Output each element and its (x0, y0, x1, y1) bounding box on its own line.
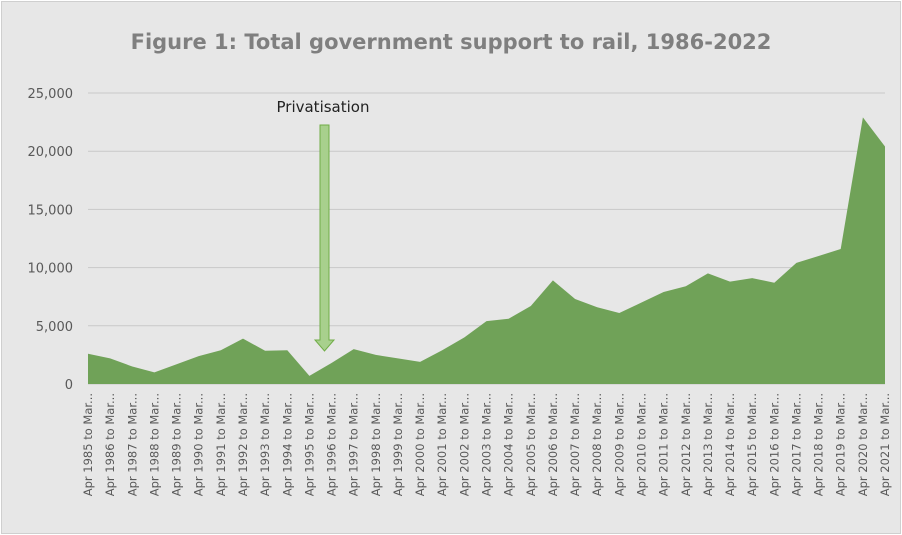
x-axis: Apr 1985 to Mar... Apr 1986 to Mar... Apr … (81, 393, 892, 496)
x-tick-label: Apr 2011 to Mar... (657, 393, 671, 496)
x-tick-label: Apr 2012 to Mar... (679, 393, 693, 496)
y-tick-label: 0 (65, 378, 73, 393)
x-tick-label: Apr 1992 to Mar... (236, 393, 250, 496)
x-tick-label: Apr 2017 to Mar... (789, 393, 803, 496)
x-tick-label: Apr 1991 to Mar... (214, 393, 228, 496)
x-tick-label: Apr 2013 to Mar... (701, 393, 715, 496)
x-tick-label: Apr 2002 to Mar... (457, 393, 471, 496)
y-tick-label: 25,000 (28, 87, 74, 102)
x-tick-label: Apr 2003 to Mar... (480, 393, 494, 496)
x-tick-label: Apr 2009 to Mar... (612, 393, 626, 496)
x-tick-label: Apr 1998 to Mar... (369, 393, 383, 496)
x-tick-label: Apr 1985 to Mar... (81, 393, 95, 496)
x-tick-label: Apr 2020 to Mar... (856, 393, 870, 496)
area-series (88, 117, 885, 385)
x-tick-label: Apr 2015 to Mar... (745, 393, 759, 496)
y-axis: 0 5,000 10,000 15,000 20,000 25,000 (28, 87, 74, 393)
y-tick-label: 10,000 (28, 262, 74, 277)
y-tick-label: 20,000 (28, 145, 74, 160)
x-tick-label: Apr 1993 to Mar... (258, 393, 272, 496)
x-tick-label: Apr 1988 to Mar... (147, 393, 161, 496)
x-tick-label: Apr 2021 to Mar... (878, 393, 892, 496)
x-tick-label: Apr 1987 to Mar... (125, 393, 139, 496)
x-tick-label: Apr 1989 to Mar... (170, 393, 184, 496)
x-tick-label: Apr 2007 to Mar... (568, 393, 582, 496)
x-tick-label: Apr 2019 to Mar... (834, 393, 848, 496)
privatisation-annotation: Privatisation (277, 98, 370, 352)
x-tick-label: Apr 2000 to Mar... (413, 393, 427, 496)
x-tick-label: Apr 2001 to Mar... (435, 393, 449, 496)
y-tick-label: 15,000 (28, 203, 74, 218)
x-tick-label: Apr 1990 to Mar... (192, 393, 206, 496)
x-tick-label: Apr 2010 to Mar... (634, 393, 648, 496)
y-tick-label: 5,000 (36, 320, 73, 335)
x-tick-label: Apr 1986 to Mar... (103, 393, 117, 496)
x-tick-label: Apr 2016 to Mar... (767, 393, 781, 496)
x-tick-label: Apr 2006 to Mar... (546, 393, 560, 496)
x-tick-label: Apr 2014 to Mar... (723, 393, 737, 496)
x-tick-label: Apr 1995 to Mar... (302, 393, 316, 496)
x-tick-label: Apr 1997 to Mar... (347, 393, 361, 496)
x-tick-label: Apr 2004 to Mar... (502, 393, 516, 496)
chart-title: Figure 1: Total government support to ra… (130, 30, 772, 54)
x-tick-label: Apr 1994 to Mar... (280, 393, 294, 496)
annotation-label: Privatisation (277, 98, 370, 116)
x-tick-label: Apr 2008 to Mar... (590, 393, 604, 496)
x-tick-label: Apr 2018 to Mar... (812, 393, 826, 496)
x-tick-label: Apr 1999 to Mar... (391, 393, 405, 496)
x-tick-label: Apr 2005 to Mar... (524, 393, 538, 496)
down-arrow-icon (313, 124, 336, 352)
x-tick-label: Apr 1996 to Mar... (325, 393, 339, 496)
